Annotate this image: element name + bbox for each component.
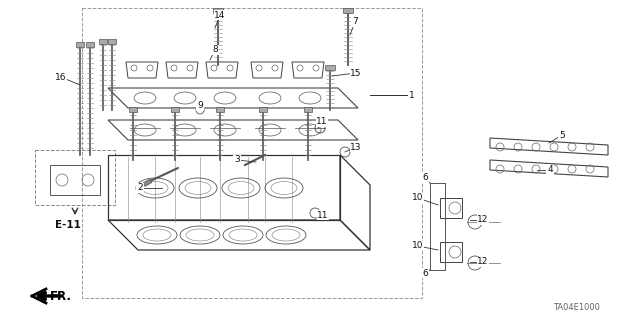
Bar bbox=[129, 107, 137, 112]
Text: 12: 12 bbox=[477, 257, 489, 266]
Text: 11: 11 bbox=[317, 211, 329, 219]
Text: TA04E1000: TA04E1000 bbox=[553, 303, 600, 313]
Text: FR.: FR. bbox=[50, 290, 72, 302]
Bar bbox=[343, 8, 353, 13]
Text: 16: 16 bbox=[55, 72, 67, 81]
Text: 4: 4 bbox=[547, 166, 553, 174]
Bar bbox=[171, 107, 179, 112]
Text: 11: 11 bbox=[316, 117, 328, 127]
Bar bbox=[76, 42, 84, 47]
Text: 14: 14 bbox=[214, 11, 226, 19]
Text: 15: 15 bbox=[350, 69, 362, 78]
Bar bbox=[216, 107, 224, 112]
Text: 12: 12 bbox=[477, 216, 489, 225]
Text: 6: 6 bbox=[422, 174, 428, 182]
Bar bbox=[259, 107, 267, 112]
Bar bbox=[325, 65, 335, 70]
Text: 10: 10 bbox=[412, 241, 424, 250]
Text: 9: 9 bbox=[197, 101, 203, 110]
Bar bbox=[86, 42, 94, 47]
Text: 7: 7 bbox=[352, 18, 358, 26]
Text: E-11: E-11 bbox=[55, 220, 81, 230]
Bar bbox=[108, 39, 116, 44]
Bar bbox=[99, 39, 107, 44]
Bar bbox=[213, 8, 223, 13]
Bar bbox=[35, 150, 115, 205]
Bar bbox=[304, 107, 312, 112]
Text: 2: 2 bbox=[137, 183, 143, 192]
Text: 1: 1 bbox=[409, 91, 415, 100]
Text: 10: 10 bbox=[412, 194, 424, 203]
Text: 6: 6 bbox=[422, 269, 428, 278]
Bar bbox=[82, 8, 422, 298]
Text: 13: 13 bbox=[350, 143, 362, 152]
Text: 8: 8 bbox=[212, 46, 218, 55]
Text: 3: 3 bbox=[234, 155, 240, 165]
Text: 5: 5 bbox=[559, 130, 565, 139]
Bar bbox=[143, 179, 152, 187]
